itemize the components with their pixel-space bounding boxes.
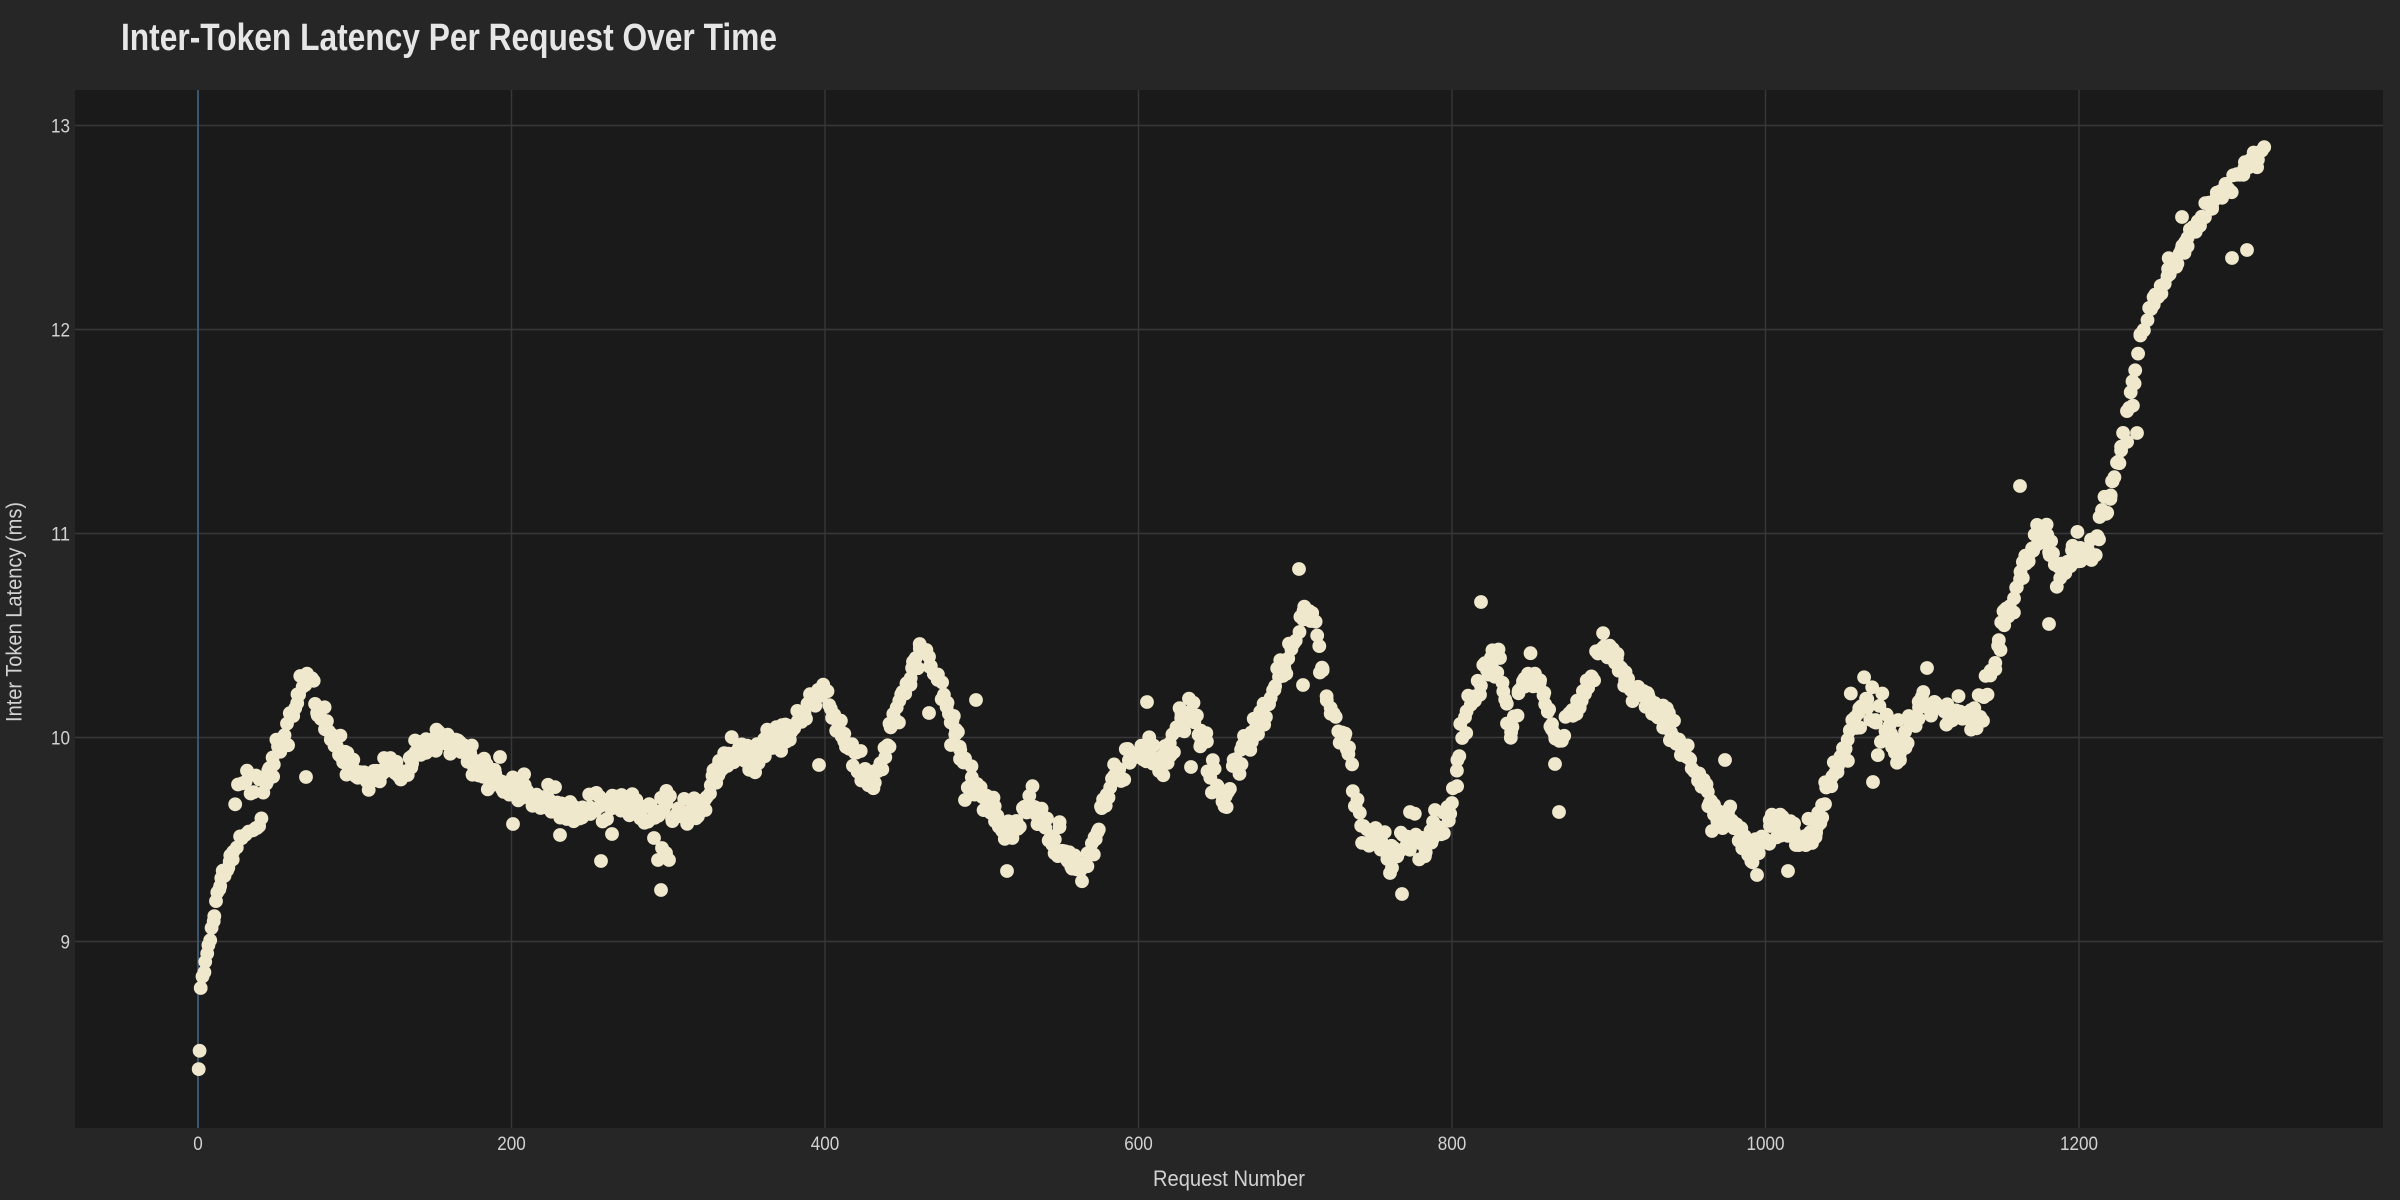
svg-text:200: 200 <box>497 1134 526 1155</box>
svg-text:Inter Token Latency (ms): Inter Token Latency (ms) <box>2 502 27 722</box>
svg-text:12: 12 <box>51 321 70 342</box>
svg-text:800: 800 <box>1438 1134 1467 1155</box>
svg-text:600: 600 <box>1124 1134 1153 1155</box>
svg-text:1000: 1000 <box>1747 1134 1785 1155</box>
svg-text:10: 10 <box>51 729 70 750</box>
svg-text:1200: 1200 <box>2060 1134 2098 1155</box>
svg-text:0: 0 <box>193 1134 203 1155</box>
svg-text:13: 13 <box>51 117 70 138</box>
svg-text:Inter-Token Latency Per Reques: Inter-Token Latency Per Request Over Tim… <box>121 17 777 59</box>
svg-text:11: 11 <box>51 525 70 546</box>
svg-text:9: 9 <box>61 933 71 954</box>
svg-text:Request Number: Request Number <box>1153 1166 1305 1191</box>
svg-text:400: 400 <box>811 1134 840 1155</box>
